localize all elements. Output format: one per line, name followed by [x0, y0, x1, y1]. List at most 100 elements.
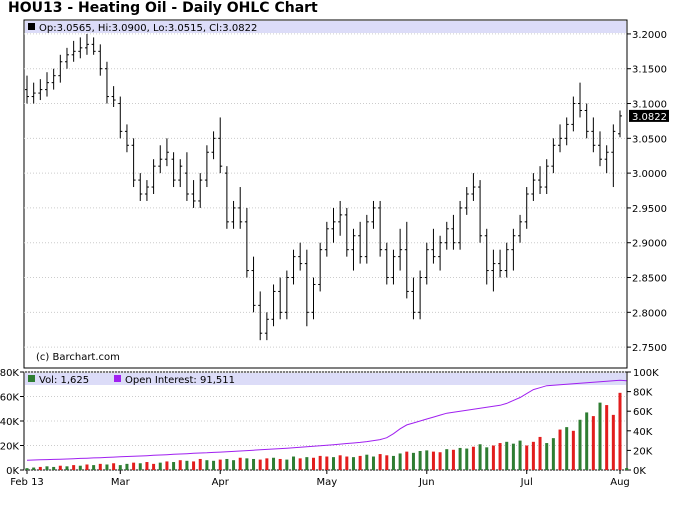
volume-bar [25, 468, 29, 470]
volume-bar [391, 455, 395, 470]
volume-bar [205, 460, 209, 470]
volume-bar [212, 460, 216, 470]
vol-tick-label-left: 60K [0, 393, 19, 404]
volume-bar [565, 427, 569, 470]
price-tick-label: 2.9500 [632, 204, 667, 215]
volume-bar [72, 465, 76, 470]
volume-bar [305, 457, 309, 470]
volume-bar [411, 452, 415, 470]
volume-bar [38, 466, 42, 470]
volume-bar [625, 468, 629, 470]
price-tick-label: 3.1500 [632, 65, 667, 76]
volume-bar [591, 416, 595, 470]
volume-bar [438, 452, 442, 470]
volume-bar [265, 458, 269, 470]
chart-title: HOU13 - Heating Oil - Daily OHLC Chart [8, 0, 318, 16]
volume-bar [78, 465, 82, 470]
volume-bar [445, 449, 449, 470]
volume-bar [98, 463, 102, 470]
volume-bar [505, 441, 509, 470]
oi-tick-label-right: 80K [633, 388, 653, 399]
volume-bar [365, 454, 369, 470]
volume-bar [278, 458, 282, 470]
volume-bar [65, 466, 69, 470]
vol-tick-label-left: 80K [0, 368, 19, 379]
volume-bar [385, 455, 389, 470]
volume-bar [272, 457, 276, 470]
volume-bar [345, 456, 349, 470]
price-tick-label: 2.8500 [632, 274, 667, 285]
volume-bar [511, 443, 515, 470]
volume-bar [571, 430, 575, 470]
volume-bar [165, 461, 169, 470]
volume-bar [45, 466, 49, 470]
volume-bar [465, 448, 469, 470]
volume-legend-band [25, 373, 626, 385]
volume-bar [431, 451, 435, 470]
volume-bar [358, 455, 362, 470]
volume-bar [491, 445, 495, 470]
volume-bar [598, 402, 602, 470]
volume-bar [92, 465, 96, 470]
volume-bar [338, 455, 342, 470]
volume-bar [218, 459, 222, 470]
volume-bar [225, 458, 229, 470]
volume-bar [132, 462, 136, 470]
ohlc-legend: Op:3.0565, Hi:3.0900, Lo:3.0515, Cl:3.08… [39, 23, 257, 34]
vol-tick-label-left: 40K [0, 417, 19, 428]
vol-legend: Vol: 1,625 [39, 375, 89, 386]
volume-bar [312, 457, 316, 470]
volume-bar [178, 460, 182, 470]
oi-tick-label-right: 60K [633, 407, 653, 418]
volume-bar [252, 458, 256, 470]
volume-bar [158, 462, 162, 470]
volume-bar [232, 460, 236, 470]
vol-legend-swatch [28, 375, 35, 382]
vol-tick-label-left: 20K [0, 442, 19, 453]
volume-bar [378, 454, 382, 470]
volume-bar [172, 462, 176, 470]
x-tick-label: Mar [111, 477, 131, 488]
x-tick-label: May [316, 477, 337, 488]
volume-bar [471, 446, 475, 470]
volume-bar [351, 457, 355, 470]
volume-bar [605, 405, 609, 470]
volume-bar [192, 461, 196, 470]
volume-bar [105, 464, 109, 470]
price-tick-label: 3.0000 [632, 169, 667, 180]
last-price-label: 3.0822 [632, 112, 667, 123]
volume-bar [618, 392, 622, 470]
volume-bar [285, 459, 289, 470]
legend-band [25, 21, 626, 33]
volume-bar [425, 450, 429, 470]
volume-bar [485, 447, 489, 470]
volume-bar [451, 449, 455, 470]
oi-tick-label-right: 20K [633, 446, 653, 457]
oi-legend: Open Interest: 91,511 [125, 375, 235, 386]
volume-bar [545, 443, 549, 470]
volume-bar [258, 459, 262, 470]
volume-bar [585, 412, 589, 470]
oi-legend-swatch [114, 375, 121, 382]
price-tick-label: 3.0500 [632, 134, 667, 145]
volume-bar [238, 457, 242, 470]
volume-bar [518, 440, 522, 470]
volume-bar [525, 445, 529, 470]
x-tick-label: Feb 13 [10, 477, 44, 488]
volume-bar [32, 467, 36, 470]
oi-tick-label-right: 100K [633, 368, 659, 379]
volume-bar [498, 443, 502, 470]
volume-bar [611, 414, 615, 470]
volume-bar [58, 465, 62, 470]
volume-bar [405, 451, 409, 470]
volume-bar [112, 463, 116, 470]
open-interest-line [26, 379, 627, 461]
vol-tick-label-left: 0K [6, 466, 19, 477]
last-price-tag [629, 109, 669, 122]
copyright: (c) Barchart.com [36, 352, 120, 363]
volume-bar [331, 457, 335, 470]
volume-bar [52, 466, 56, 470]
volume-bar [185, 460, 189, 470]
volume-bar [578, 419, 582, 470]
